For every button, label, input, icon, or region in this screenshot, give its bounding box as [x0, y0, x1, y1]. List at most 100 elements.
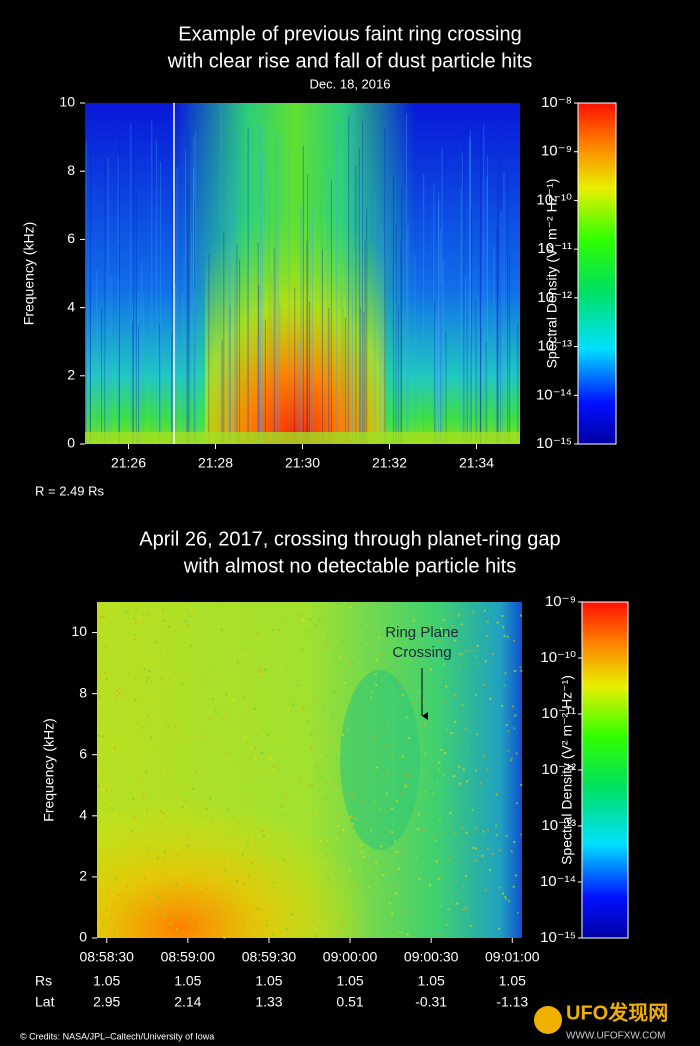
spectrogram-streak [132, 122, 134, 444]
spectrogram-speck [329, 891, 332, 894]
spectrogram-speck [102, 735, 105, 738]
spectrogram-speck [221, 700, 224, 703]
spectrogram-speck [151, 681, 154, 684]
spectrogram-speck [449, 812, 452, 815]
spectrogram-speck [476, 644, 479, 647]
spectrogram-speck [486, 768, 489, 771]
spectrogram-speck [310, 604, 313, 607]
spectrogram-streak [301, 208, 303, 444]
spectrogram-speck [170, 886, 173, 889]
spectrogram-speck [384, 771, 387, 774]
spectrogram-speck [201, 822, 204, 825]
colorbar-label: Spectral Density (V² m⁻² Hz⁻¹) [544, 179, 560, 369]
spectrogram-streak [130, 123, 132, 444]
spectrogram-streak [380, 222, 382, 444]
spectrogram-speck [300, 772, 303, 775]
spectrogram-speck [454, 831, 457, 834]
y-tick-label: 10 [71, 623, 87, 639]
spectrogram-streak [104, 158, 106, 445]
chart-title: with clear rise and fall of dust particl… [167, 50, 533, 72]
spectrogram-speck [456, 902, 459, 905]
spectrogram-speck [375, 684, 378, 687]
spectrogram-streak [101, 309, 103, 444]
spectrogram-speck [475, 847, 478, 850]
spectrogram-speck [109, 802, 112, 805]
spectrogram-speck [209, 797, 212, 800]
spectrogram-speck [501, 614, 504, 617]
spectrogram-streak [307, 174, 309, 444]
spectrogram-speck [475, 733, 478, 736]
spectrogram-speck [424, 721, 427, 724]
spectrogram-speck [460, 623, 463, 626]
spectrogram-speck [165, 859, 168, 862]
spectrogram-speck [504, 895, 507, 898]
spectrogram-speck [227, 889, 230, 892]
spectrogram-speck [279, 737, 282, 740]
spectrogram-speck [236, 879, 239, 882]
spectrogram-speck [482, 830, 485, 833]
spectrogram-speck [397, 678, 400, 681]
row-value: 1.05 [418, 973, 445, 989]
credits: © Credits: NASA/JPL–Caltech/University o… [20, 1031, 214, 1041]
spectrogram-speck [264, 668, 267, 671]
spectrogram-speck [145, 809, 148, 812]
spectrogram-speck [326, 929, 329, 932]
spectrogram-speck [319, 839, 322, 842]
spectrogram-streak [423, 174, 425, 444]
spectrogram-streak [181, 291, 183, 444]
spectrogram-speck [114, 877, 117, 880]
spectrogram-speck [154, 641, 157, 644]
spectrogram-speck [103, 615, 106, 618]
spectrogram-speck [148, 670, 151, 673]
chart-title: Example of previous faint ring crossing [178, 23, 522, 45]
spectrogram-streak [438, 191, 440, 444]
spectrogram-speck [158, 906, 161, 909]
spectrogram-speck [336, 603, 339, 606]
spectrogram-streak [221, 340, 223, 444]
spectrogram-speck [265, 924, 268, 927]
spectrogram-streak [110, 276, 112, 444]
row-value: 1.05 [499, 973, 526, 989]
spectrogram-speck [507, 749, 510, 752]
spectrogram-patch [340, 670, 420, 850]
x-tick-label: 09:01:00 [485, 949, 540, 965]
spectrogram-speck [459, 782, 462, 785]
spectrogram-speck [200, 887, 203, 890]
spectrogram-streak [234, 183, 236, 444]
colorbar-tick-label: 10⁻⁹ [545, 593, 576, 610]
spectrogram-streak [460, 190, 462, 444]
spectrogram-speck [379, 755, 382, 758]
spectrogram-speck [181, 806, 184, 809]
spectrogram-speck [319, 775, 322, 778]
spectrogram-speck [175, 797, 178, 800]
spectrogram-speck [281, 808, 284, 811]
chart-title: April 26, 2017, crossing through planet-… [139, 528, 560, 550]
spectrogram-speck [174, 725, 177, 728]
spectrogram-speck [513, 841, 516, 844]
spectrogram-speck [486, 620, 489, 623]
spectrogram-speck [101, 931, 104, 934]
spectrogram-streak [479, 136, 481, 445]
spectrogram-speck [105, 908, 108, 911]
spectrogram-streak [275, 137, 277, 444]
spectrogram-speck [381, 653, 384, 656]
spectrogram-speck [298, 778, 301, 781]
spectrogram-speck [98, 695, 101, 698]
spectrogram-speck [443, 618, 446, 621]
spectrogram-speck [280, 804, 283, 807]
spectrogram-speck [184, 816, 187, 819]
spectrogram-speck [338, 895, 341, 898]
y-tick-label: 0 [79, 929, 87, 945]
spectrogram-speck [451, 625, 454, 628]
spectrogram-speck [163, 812, 166, 815]
spectrogram-speck [324, 798, 327, 801]
spectrogram-speck [142, 796, 145, 799]
x-tick-label: 09:00:00 [323, 949, 378, 965]
spectrogram-speck [438, 819, 441, 822]
spectrogram-speck [387, 830, 390, 833]
spectrogram-speck [314, 935, 317, 938]
spectrogram-speck [272, 628, 275, 631]
spectrogram-speck [244, 654, 247, 657]
spectrogram-speck [251, 836, 254, 839]
spectrogram-streak [496, 226, 498, 444]
